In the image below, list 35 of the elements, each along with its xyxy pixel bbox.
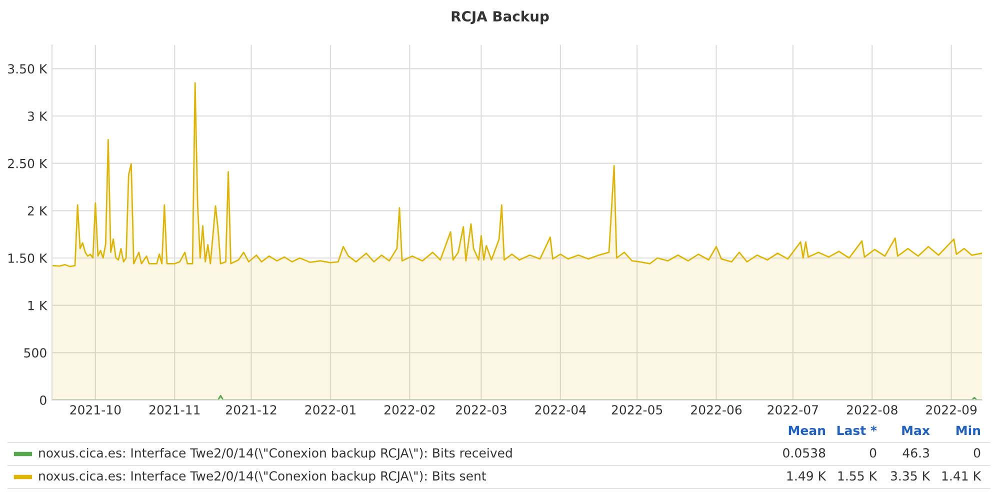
x-tick-label: 2021-10 bbox=[70, 405, 121, 415]
text: 46.3 bbox=[902, 448, 929, 458]
y-tick-label: 0 bbox=[40, 395, 46, 405]
text: Mean bbox=[788, 426, 826, 436]
x-tick-label: 2022-06 bbox=[691, 405, 742, 415]
y-tick-label: 2 K bbox=[28, 206, 48, 216]
legend-label: noxus.cica.es: Interface Twe2/0/14(\"Conexion backup RCJA\"): Bits sent bbox=[39, 470, 486, 484]
text: 1.41 K bbox=[942, 471, 982, 480]
text: 3.35 K bbox=[890, 471, 930, 481]
y-tick-label: 1.50 K bbox=[8, 253, 48, 263]
y-tick-label: 3 K bbox=[28, 111, 48, 121]
text: Min bbox=[956, 425, 980, 435]
x-tick-label: 2022-09 bbox=[926, 405, 977, 415]
x-tick-label: 2022-02 bbox=[384, 405, 435, 415]
x-tick-label: 2022-08 bbox=[846, 405, 898, 415]
text: 1.49 K bbox=[787, 471, 826, 481]
text: 0 bbox=[974, 448, 980, 458]
x-tick-label: 2022-07 bbox=[768, 405, 818, 415]
y-tick-label: 500 bbox=[24, 348, 46, 358]
x-tick-label: 2022-04 bbox=[535, 405, 586, 415]
y-tick-label: 1 K bbox=[28, 300, 48, 310]
legend-label: noxus.cica.es: Interface Twe2/0/14(\"Conexion backup RCJA\"): Bits received bbox=[39, 448, 512, 460]
text: 0 bbox=[870, 448, 876, 458]
x-tick-label: 2022-05 bbox=[612, 405, 662, 415]
text: Last * bbox=[837, 426, 877, 436]
chart-title: RCJA Backup bbox=[452, 10, 549, 24]
text: Max bbox=[902, 426, 930, 436]
y-tick-label: 3.50 K bbox=[8, 64, 48, 74]
x-tick-label: 2022-03 bbox=[456, 405, 506, 415]
x-tick-label: 2022-01 bbox=[305, 405, 356, 415]
y-tick-label: 2.50 K bbox=[8, 158, 48, 168]
text: 1.55 K bbox=[838, 471, 878, 481]
text: 0.0538 bbox=[783, 448, 826, 458]
x-tick-label: 2021-11 bbox=[149, 405, 200, 415]
x-tick-label: 2021-12 bbox=[226, 405, 276, 415]
